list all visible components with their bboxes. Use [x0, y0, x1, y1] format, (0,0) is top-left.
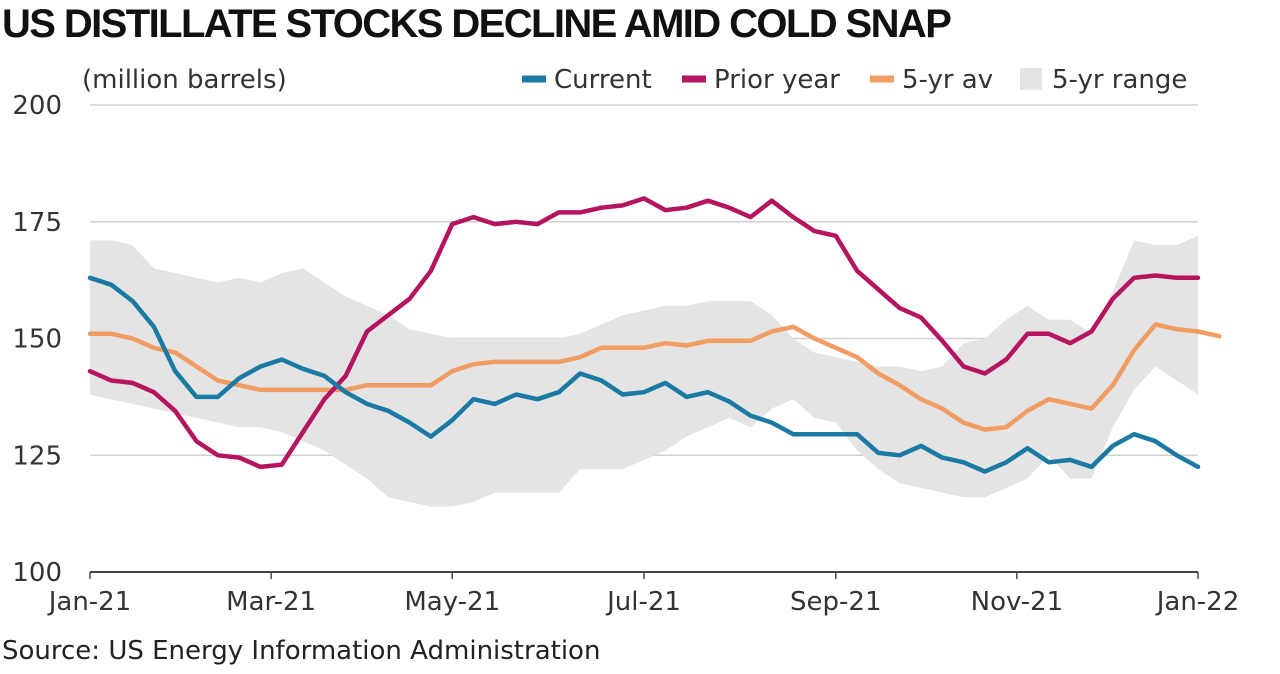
chart-title: US DISTILLATE STOCKS DECLINE AMID COLD S…	[2, 2, 952, 46]
x-tick-label: May-21	[404, 587, 500, 617]
series-line-current	[87, 275, 1201, 474]
y-tick-label: 100	[12, 558, 62, 588]
y-tick-label: 125	[12, 441, 62, 471]
legend-label: 5-yr range	[1052, 65, 1187, 95]
x-tick-label: Jan-21	[47, 587, 132, 617]
source-note: Source: US Energy Information Administra…	[2, 636, 601, 666]
range-band-layer	[90, 235, 1198, 507]
x-tick-label: Nov-21	[971, 587, 1064, 617]
y-axis-unit-label: (million barrels)	[82, 65, 287, 95]
legend-swatch-range	[1020, 68, 1042, 90]
y-tick-label: 200	[12, 91, 62, 121]
chart-svg: 100 125 150 175 200 Jan-21 Mar-21 May-21 Jul-21 S…	[12, 65, 1239, 617]
legend-label: Current	[554, 65, 652, 95]
y-tick-label: 150	[12, 325, 62, 355]
y-tick-label: 175	[12, 208, 62, 238]
legend-label: Prior year	[714, 65, 840, 95]
x-tick-label: Jul-21	[605, 587, 681, 617]
x-tick-label: Sep-21	[790, 587, 881, 617]
series-lines	[87, 196, 1222, 474]
x-tick-label: Jan-22	[1155, 587, 1240, 617]
legend: Current Prior year 5-yr av 5-yr range	[522, 65, 1187, 95]
range-band-5yr	[90, 235, 1198, 507]
x-tick-label: Mar-21	[226, 587, 316, 617]
series-line-5-yr-av	[87, 322, 1222, 432]
axes: 100 125 150 175 200 Jan-21 Mar-21 May-21 Jul-21 S…	[12, 91, 1239, 617]
legend-label: 5-yr av	[902, 65, 993, 95]
series-line-prior-year	[87, 196, 1201, 470]
